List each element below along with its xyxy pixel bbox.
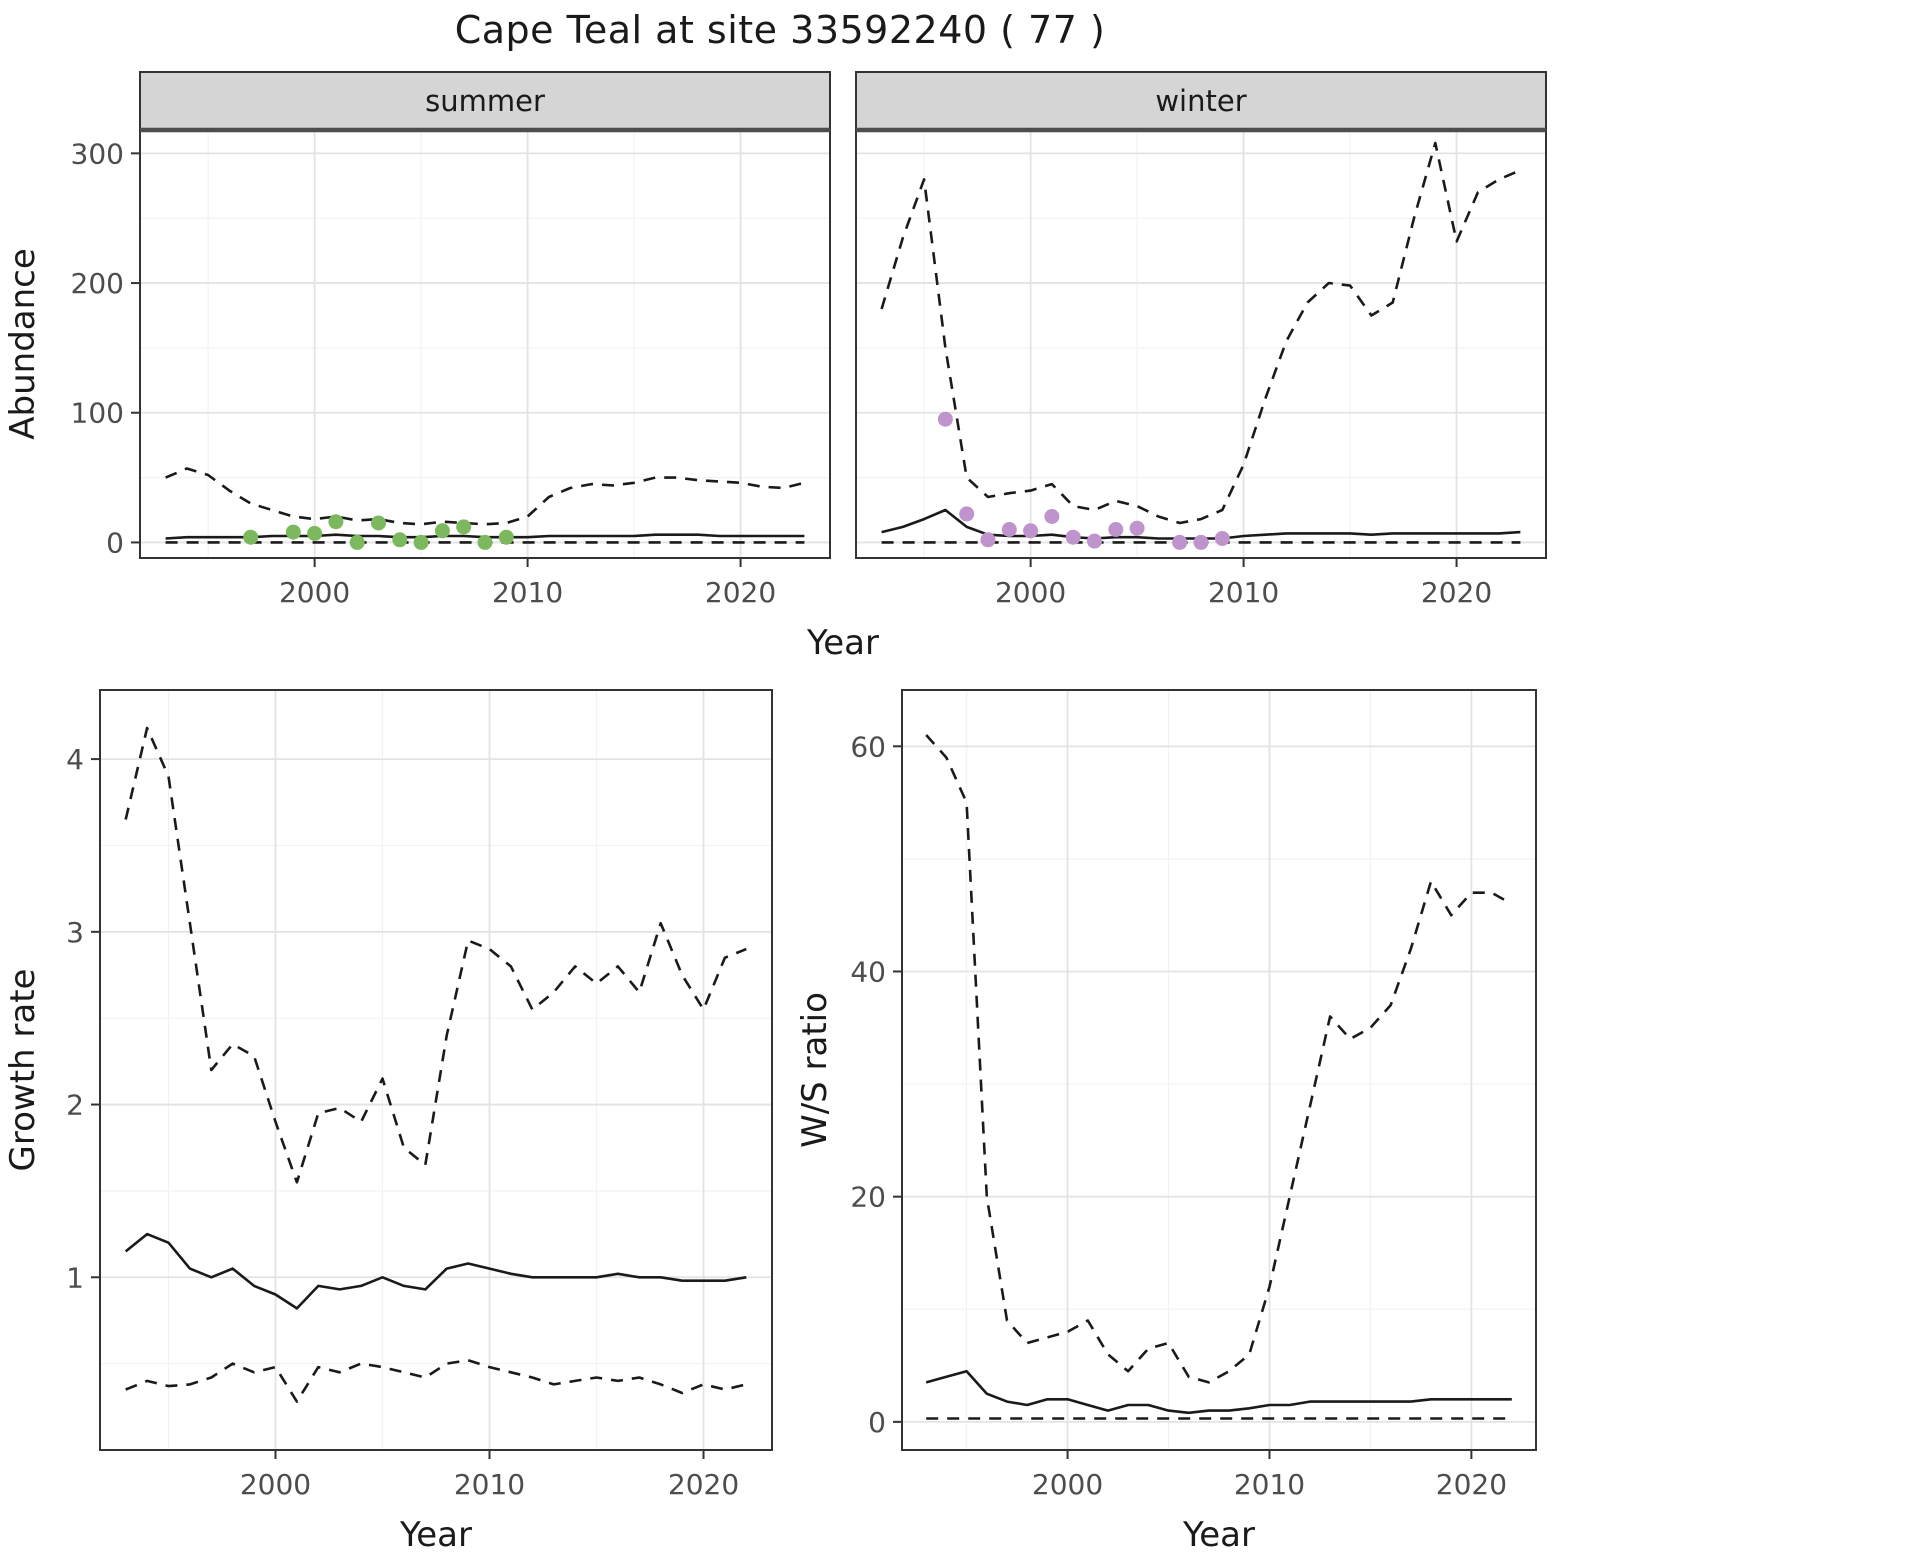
x-tick-label: 2020 xyxy=(1436,1468,1507,1501)
data-point-observed-counts xyxy=(456,519,472,535)
x-tick-label: 2020 xyxy=(705,576,776,609)
panel-ws-ratio: 2000 2010 2020 xyxy=(901,689,1537,1501)
panel-background xyxy=(856,130,1546,558)
data-point-observed-counts xyxy=(980,532,996,548)
panel-summer: summer 2000 2010 2020 xyxy=(139,71,831,609)
series-upper-95ci xyxy=(880,141,1521,525)
y-tick-label: 40 xyxy=(850,955,886,988)
x-tick-label: 2020 xyxy=(668,1468,739,1501)
data-point-observed-counts xyxy=(328,514,344,530)
y-tick-label: 3 xyxy=(66,916,84,949)
series-fitted-mean xyxy=(124,1232,747,1310)
data-point-observed-counts xyxy=(392,532,408,548)
y-tick-label: 300 xyxy=(71,137,124,170)
data-point-observed-counts xyxy=(285,524,301,540)
x-tick-label: 2000 xyxy=(1032,1468,1103,1501)
growth-rate-chart: 2000 2010 2020 1 2 3 4 Growth rate Year xyxy=(3,689,773,1555)
y-axis: 0 100 200 300 xyxy=(71,137,140,559)
x-tick-label: 2020 xyxy=(1421,576,1492,609)
panel-background xyxy=(140,130,830,558)
data-point-observed-counts xyxy=(1023,523,1039,539)
data-point-observed-counts xyxy=(413,534,429,550)
y-axis-title: Growth rate xyxy=(3,969,43,1172)
data-point-observed-counts xyxy=(1214,531,1230,546)
data-point-observed-counts xyxy=(1087,533,1102,549)
x-tick-label: 2010 xyxy=(492,576,563,609)
data-point-observed-counts xyxy=(1044,509,1060,524)
facet-strip-label: summer xyxy=(425,84,545,118)
data-point-observed-counts xyxy=(1129,520,1145,536)
y-tick-label: 2 xyxy=(66,1089,84,1122)
data-point-observed-counts xyxy=(1108,522,1124,537)
data-point-observed-counts xyxy=(243,529,259,545)
series-upper-95ci xyxy=(124,726,747,1184)
x-tick-label: 2000 xyxy=(240,1468,311,1501)
series-upper-95ci xyxy=(925,734,1513,1384)
data-point-observed-counts xyxy=(434,523,450,539)
x-tick-label: 2010 xyxy=(1208,576,1279,609)
panel-border xyxy=(99,689,773,1451)
data-point-observed-counts xyxy=(1193,534,1209,550)
y-tick-label: 20 xyxy=(850,1181,886,1214)
y-axis-title: Abundance xyxy=(3,248,43,440)
data-point-observed-counts xyxy=(498,529,514,545)
y-tick-label: 4 xyxy=(66,743,84,776)
plot-title: Cape Teal at site 33592240 ( 77 ) xyxy=(454,8,1106,52)
series-lower-95ci xyxy=(125,1358,747,1403)
y-axis: 1 2 3 4 xyxy=(66,743,100,1294)
x-tick-label: 2010 xyxy=(454,1468,525,1501)
panel-background xyxy=(902,690,1536,1450)
facet-strip-label: winter xyxy=(1155,84,1246,118)
data-point-observed-counts xyxy=(307,525,323,541)
data-point-observed-counts xyxy=(937,411,953,427)
y-tick-label: 60 xyxy=(850,730,886,763)
y-axis-title: W/S ratio xyxy=(795,992,835,1148)
y-tick-label: 200 xyxy=(71,267,124,300)
abundance-faceted-chart: summer 2000 2010 2020 winter 2000 2010 2020 0 100… xyxy=(3,71,1547,663)
panel-winter: winter 2000 2010 2020 xyxy=(855,71,1547,609)
panel-border xyxy=(901,689,1537,1451)
data-point-observed-counts xyxy=(1065,529,1081,545)
data-point-observed-counts xyxy=(1172,534,1188,550)
x-tick-label: 2010 xyxy=(1234,1468,1305,1501)
x-tick-label: 2000 xyxy=(279,576,350,609)
y-tick-label: 100 xyxy=(71,397,124,430)
x-axis-title: Year xyxy=(399,1515,472,1555)
facet-strip xyxy=(139,71,831,131)
y-tick-label: 1 xyxy=(66,1261,84,1294)
data-point-observed-counts xyxy=(349,534,365,550)
data-point-observed-counts xyxy=(477,534,493,550)
y-axis: 0 20 40 60 xyxy=(850,730,902,1439)
x-axis-title: Year xyxy=(1182,1515,1255,1555)
panel-growth-rate: 2000 2010 2020 xyxy=(99,689,773,1501)
data-point-observed-counts xyxy=(371,515,386,531)
x-axis-title: Year xyxy=(806,623,879,663)
data-point-observed-counts xyxy=(959,506,975,522)
series-fitted-mean xyxy=(925,1369,1512,1415)
ws-ratio-chart: 2000 2010 2020 0 20 40 60 W/S ratio Year xyxy=(795,689,1537,1555)
y-tick-label: 0 xyxy=(106,526,124,559)
data-point-observed-counts xyxy=(1001,522,1017,537)
y-tick-label: 0 xyxy=(868,1406,886,1439)
panel-background xyxy=(100,690,772,1450)
x-tick-label: 2000 xyxy=(995,576,1066,609)
